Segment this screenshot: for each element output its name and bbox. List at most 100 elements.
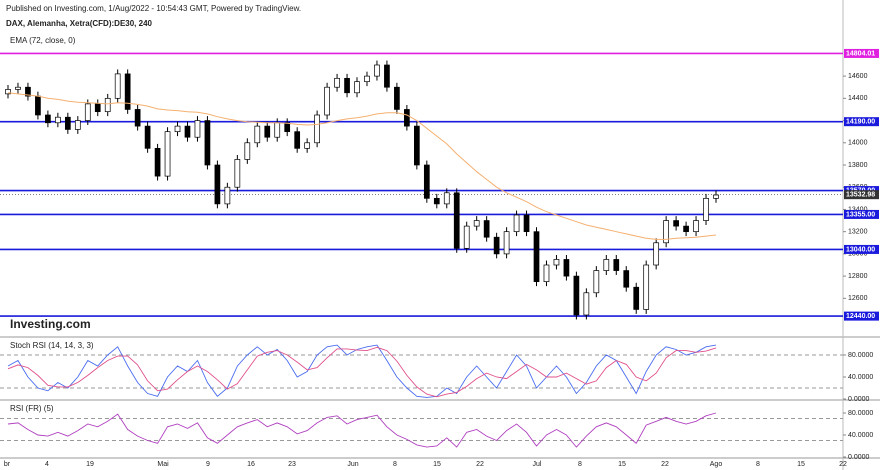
candle-body — [473, 220, 480, 227]
level-label-box — [844, 117, 879, 127]
candle-body — [144, 125, 151, 149]
candle-body — [35, 95, 41, 116]
x-tick-label: 15 — [797, 461, 805, 468]
y-tick-label: 13800 — [848, 162, 868, 169]
candle-body — [134, 109, 141, 127]
candle-body — [244, 142, 251, 160]
candle-body — [573, 275, 580, 316]
x-tick-label: 8 — [578, 461, 582, 468]
candle-body — [693, 220, 699, 233]
candle-body — [254, 125, 261, 144]
candle-body — [423, 164, 430, 199]
level-label-box — [844, 209, 879, 219]
candle-body — [104, 97, 111, 113]
y-tick-label: 13200 — [848, 229, 868, 236]
y-tick-label: 40.0000 — [848, 374, 873, 381]
y-tick-label: 14000 — [848, 140, 868, 147]
candle-body — [184, 125, 191, 138]
candle-body — [64, 116, 71, 130]
candle-body — [274, 122, 281, 138]
candle-body — [384, 64, 390, 88]
candle-body — [25, 86, 31, 97]
x-tick-label: 9 — [206, 461, 210, 468]
y-tick-label: 80.0000 — [848, 410, 873, 417]
level-label: 13355.00 — [846, 211, 875, 218]
candle-body — [413, 125, 420, 166]
candle-body — [204, 120, 211, 166]
x-tick-label: 15 — [433, 461, 441, 468]
candle-body — [74, 120, 81, 130]
y-tick-label: 13000 — [848, 251, 868, 258]
x-tick-label: 22 — [661, 461, 669, 468]
candle-body — [15, 86, 21, 90]
x-tick-label: br — [4, 461, 11, 468]
candle-body — [154, 147, 161, 177]
x-tick-label: 4 — [45, 461, 49, 468]
y-tick-label: 13400 — [848, 206, 868, 213]
candle-body — [84, 103, 91, 121]
level-label-box — [844, 244, 879, 254]
candle-body — [503, 231, 510, 255]
ema-line — [7, 92, 717, 240]
candle-body — [304, 142, 311, 149]
level-label: 14190.00 — [846, 119, 875, 126]
candle-body — [623, 270, 630, 288]
level-label-box — [844, 190, 879, 200]
x-tick-label: 22 — [839, 461, 847, 468]
candle-body — [5, 89, 11, 95]
level-label: 14804.01 — [846, 50, 875, 57]
x-tick-label: Jul — [533, 461, 542, 468]
candle-body — [703, 197, 709, 221]
candle-body — [224, 186, 231, 205]
candle-body — [663, 220, 669, 244]
candle-body — [513, 214, 520, 233]
y-tick-label: 14400 — [848, 95, 868, 102]
level-label: 13040.00 — [846, 246, 875, 253]
x-tick-label: 15 — [618, 461, 626, 468]
candle-body — [633, 286, 640, 310]
candle-body — [334, 77, 340, 88]
x-tick-label: 8 — [393, 461, 397, 468]
x-tick-label: Mai — [157, 461, 169, 468]
candle-body — [463, 225, 470, 249]
x-tick-label: Jun — [347, 461, 358, 468]
level-label-box — [844, 311, 879, 321]
candle-body — [583, 292, 590, 316]
y-tick-label: 80.0000 — [848, 352, 873, 359]
indicator-line — [7, 344, 717, 398]
x-tick-label: 22 — [476, 461, 484, 468]
candle-body — [214, 164, 221, 205]
published-note: Published on Investing.com, 1/Aug/2022 -… — [6, 4, 301, 13]
candle-body — [94, 103, 101, 113]
candle-body — [174, 125, 181, 133]
indicator-line — [7, 412, 717, 448]
candle-body — [314, 114, 320, 144]
candle-body — [673, 220, 679, 227]
candle-body — [364, 75, 370, 83]
candle-body — [493, 236, 500, 255]
y-tick-label: 12800 — [848, 273, 868, 280]
level-label-box — [844, 48, 879, 58]
candle-body — [653, 242, 660, 266]
candle-body — [354, 81, 360, 94]
ema-legend: EMA (72, close, 0) — [10, 36, 76, 45]
candle-body — [344, 77, 350, 94]
candle-body — [164, 131, 171, 177]
candle-body — [124, 73, 131, 110]
chart-title: DAX, Alemanha, Xetra(CFD):DE30, 240 — [6, 19, 153, 28]
candle-body — [294, 131, 301, 149]
x-tick-label: Ago — [710, 461, 723, 468]
candle-body — [374, 64, 380, 77]
y-tick-label: 0.0000 — [848, 396, 870, 403]
candle-body — [55, 116, 61, 124]
candle-body — [683, 225, 689, 233]
candle-body — [553, 259, 560, 266]
candle-body — [394, 86, 400, 110]
candle-body — [523, 214, 530, 233]
candle-body — [284, 122, 291, 133]
rsi-legend: RSI (FR) (5) — [10, 404, 54, 413]
candle-body — [404, 109, 410, 127]
x-tick-label: 19 — [86, 461, 94, 468]
candle-body — [194, 120, 201, 138]
